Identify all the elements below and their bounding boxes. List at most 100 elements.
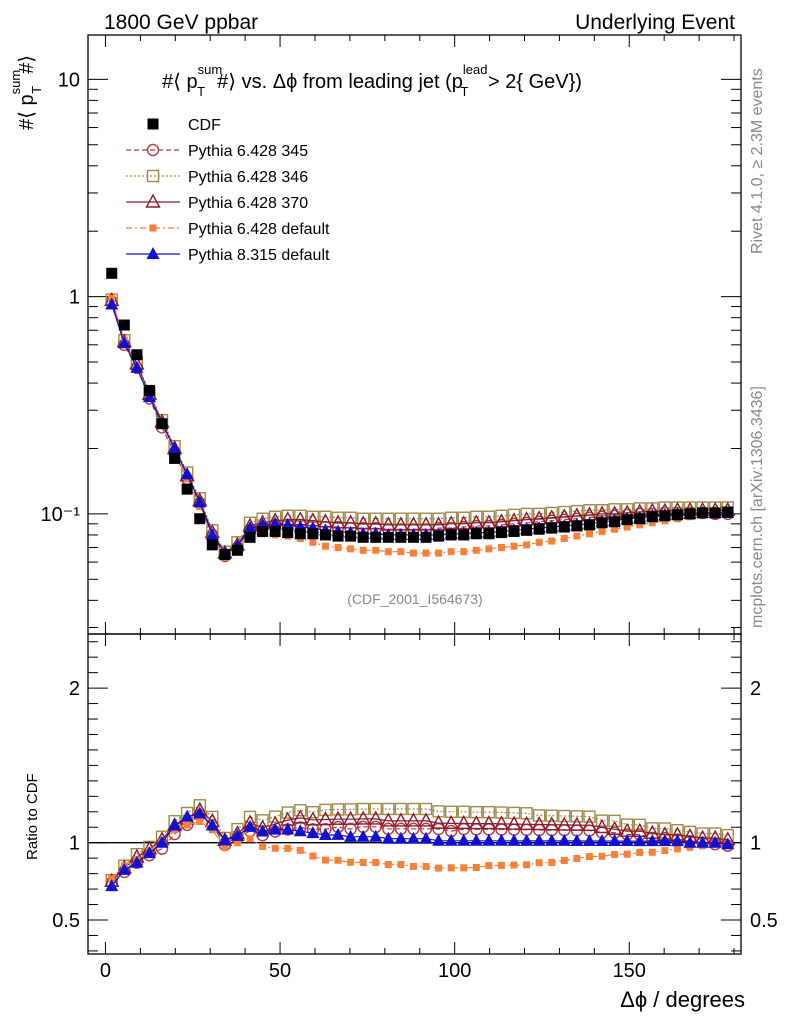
ratio-point-py8def xyxy=(180,809,194,822)
data-point-cdf xyxy=(495,527,507,539)
data-point-cdf xyxy=(231,544,243,556)
ratio-point-py8def xyxy=(457,833,471,846)
ratio-point-py8def xyxy=(406,831,420,844)
ratio-point-py8def xyxy=(645,834,659,847)
ratio-point-py370 xyxy=(531,816,547,831)
y-tick-label-ratio-right: 2 xyxy=(750,678,761,700)
ratio-point-py8def xyxy=(532,833,546,846)
ratio-point-py370 xyxy=(518,815,535,830)
data-point-cdf xyxy=(332,530,344,542)
data-point-py6def xyxy=(347,545,355,553)
ratio-point-py8def xyxy=(130,855,144,868)
y-tick-label-main: 10⁻¹ xyxy=(41,504,81,526)
ratio-point-py370 xyxy=(506,815,522,830)
ratio-point-py8def xyxy=(494,833,508,846)
data-point-cdf xyxy=(156,418,168,430)
data-point-cdf xyxy=(671,509,683,521)
ratio-point-py370 xyxy=(342,810,359,825)
ratio-point-py8def xyxy=(168,818,182,831)
data-point-py8def xyxy=(193,495,207,508)
data-point-cdf xyxy=(194,513,206,525)
ratio-point-py6def xyxy=(309,852,317,860)
ratio-point-py8def xyxy=(142,846,156,859)
data-point-py6def xyxy=(497,544,505,552)
legend-label-py345: Pythia 6.428 345 xyxy=(188,143,308,160)
ratio-point-py8def xyxy=(306,826,320,839)
header-left: 1800 GeV ppbar xyxy=(104,11,258,34)
ratio-point-py346 xyxy=(331,803,345,816)
header-right: Underlying Event xyxy=(575,11,735,34)
data-point-py6def xyxy=(573,532,581,540)
ratio-point-py8def xyxy=(105,879,119,892)
data-point-py346 xyxy=(545,506,558,520)
data-point-py6def xyxy=(510,542,518,550)
ratio-point-py370 xyxy=(569,816,585,831)
data-point-py346 xyxy=(432,512,445,525)
legend-item-py345: Pythia 6.428 345 xyxy=(126,143,308,160)
ratio-point-py346 xyxy=(595,814,609,827)
ratio-point-py6def xyxy=(510,861,518,869)
ratio-point-py8def xyxy=(633,834,647,847)
ratio-point-py6def xyxy=(636,848,644,856)
ratio-point-py8def xyxy=(318,827,332,840)
data-point-py6def xyxy=(585,530,593,538)
data-point-cdf xyxy=(143,384,155,396)
data-point-py346 xyxy=(558,505,571,519)
y-tick-label-main: 1 xyxy=(69,287,80,309)
data-point-py8def xyxy=(105,297,119,310)
legend: CDF Pythia 6.428 345 Pythia 6.428 346 Pythi… xyxy=(126,117,330,264)
legend-item-py370: Pythia 6.428 370 xyxy=(126,193,308,212)
y-tick-label-ratio-right: 0.5 xyxy=(750,910,778,932)
data-point-cdf xyxy=(470,528,482,540)
ratio-point-py8def xyxy=(545,833,559,846)
ratio-point-py346 xyxy=(646,822,659,835)
ratio-point-py6def xyxy=(535,859,543,867)
ratio-point-py8def xyxy=(193,806,207,819)
data-point-py6def xyxy=(648,519,656,527)
ratio-point-py346 xyxy=(306,805,320,819)
ratio-point-py8def xyxy=(230,828,244,841)
ratio-point-py8def xyxy=(356,829,370,842)
ratio-point-py370 xyxy=(317,811,334,826)
ratio-point-py6def xyxy=(296,846,304,854)
ylabel-ratio: Ratio to CDF xyxy=(24,773,41,860)
ratio-point-py8def xyxy=(256,824,270,837)
ratio-plot-frame xyxy=(87,633,742,955)
data-point-cdf xyxy=(722,506,734,518)
data-point-cdf xyxy=(382,531,394,543)
data-point-py8def xyxy=(130,360,144,373)
data-point-cdf xyxy=(445,529,457,541)
ratio-point-py346 xyxy=(532,809,546,822)
data-point-cdf xyxy=(269,525,281,537)
data-point-py6def xyxy=(422,549,430,557)
data-point-py6def xyxy=(560,535,568,543)
ratio-point-py370 xyxy=(430,814,447,829)
data-point-py6def xyxy=(409,549,417,557)
ratio-point-py6def xyxy=(598,852,606,860)
mcplots-reference-label: mcplots.cern.ch [arXiv:1306.3436] xyxy=(749,386,766,628)
ratio-point-py6def xyxy=(648,848,656,856)
data-point-cdf xyxy=(395,531,407,543)
data-point-cdf xyxy=(257,525,269,537)
ratio-point-py346 xyxy=(294,804,307,817)
xlabel: Δϕ / degrees xyxy=(620,987,745,1012)
data-point-cdf xyxy=(345,530,357,542)
legend-marker-py370 xyxy=(145,193,161,208)
data-point-cdf xyxy=(571,520,583,532)
data-point-py6def xyxy=(472,546,480,554)
data-point-cdf xyxy=(697,507,709,519)
ratio-point-py370 xyxy=(581,816,598,832)
ratio-point-py370 xyxy=(556,816,572,831)
ratio-series-py8def xyxy=(105,806,735,892)
data-point-py346 xyxy=(394,512,408,525)
data-point-cdf xyxy=(181,483,193,495)
ratio-point-py8def xyxy=(344,829,358,842)
ratio-series-group xyxy=(104,799,736,892)
data-point-py6def xyxy=(460,548,468,556)
ratio-point-py6def xyxy=(233,839,241,847)
ratio-point-py6def xyxy=(472,864,480,872)
ratio-point-py8def xyxy=(419,831,433,844)
ratio-point-py8def xyxy=(281,822,295,835)
ratio-point-py6def xyxy=(573,855,581,863)
ratio-point-py346 xyxy=(369,802,382,816)
